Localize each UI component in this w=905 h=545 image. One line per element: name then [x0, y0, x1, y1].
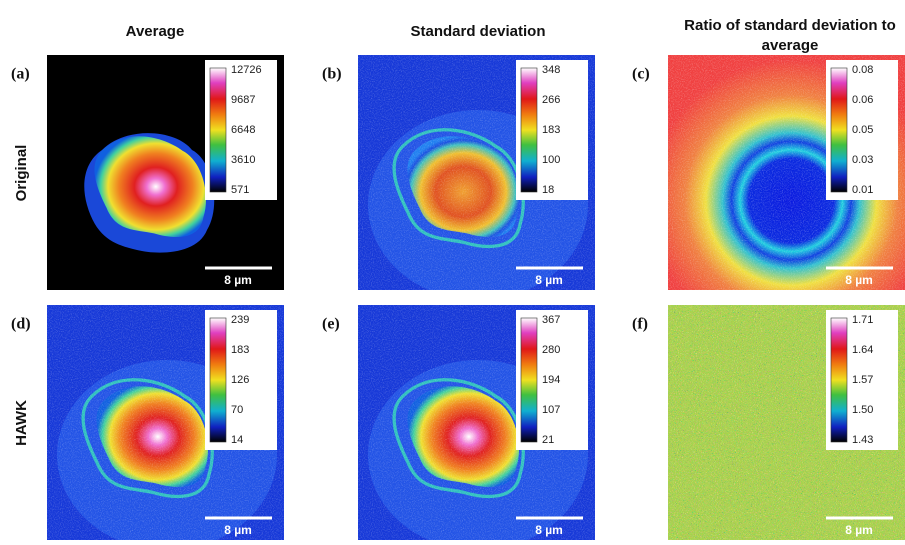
- panel-image: 1.71 1.64 1.57 1.50 1.43 8 µm: [668, 305, 905, 540]
- scale-bar-label: 8 µm: [845, 273, 873, 287]
- column-title: average: [762, 37, 819, 54]
- row-label: Original: [13, 145, 30, 202]
- colorbar-label: 348: [542, 64, 560, 76]
- colorbar-label: 107: [542, 404, 560, 416]
- colorbar-label: 1.71: [852, 314, 873, 326]
- colorbar-label: 266: [542, 94, 560, 106]
- panel-label: (b): [322, 66, 342, 83]
- column-title: Ratio of standard deviation to: [684, 17, 896, 34]
- scale-bar-label: 8 µm: [845, 523, 873, 537]
- scale-bar-label: 8 µm: [224, 523, 252, 537]
- panel-label: (d): [11, 316, 31, 333]
- colorbar-label: 1.50: [852, 404, 873, 416]
- scale-bar-label: 8 µm: [535, 523, 563, 537]
- panel-label: (a): [11, 66, 30, 83]
- colorbar-label: 0.01: [852, 184, 873, 196]
- colorbar-label: 12726: [231, 64, 262, 76]
- image: [358, 305, 595, 540]
- panel-image: 12726 9687 6648 3610 571 8 µm: [47, 55, 284, 290]
- colorbar: [209, 317, 227, 443]
- panel-label: (c): [632, 66, 650, 83]
- colorbar-label: 0.06: [852, 94, 873, 106]
- column-title: Standard deviation: [410, 23, 545, 40]
- colorbar: [520, 317, 538, 443]
- colorbar: [830, 67, 848, 193]
- colorbar-label: 14: [231, 434, 243, 446]
- colorbar: [830, 317, 848, 443]
- panel-image: 367 280 194 107 21 8 µm: [358, 305, 595, 540]
- colorbar-label: 367: [542, 314, 560, 326]
- panel-image: 348 266 183 100 18 8 µm: [358, 55, 595, 290]
- panel-image: 239 183 126 70 14 8 µm: [47, 305, 284, 540]
- colorbar-label: 100: [542, 154, 560, 166]
- colorbar-label: 183: [231, 344, 249, 356]
- colorbar-label: 18: [542, 184, 554, 196]
- scale-bar-label: 8 µm: [224, 273, 252, 287]
- colorbar-label: 571: [231, 184, 249, 196]
- cell: [94, 136, 207, 238]
- colorbar-label: 0.08: [852, 64, 873, 76]
- colorbar-label: 0.05: [852, 124, 873, 136]
- colorbar-label: 194: [542, 374, 560, 386]
- colorbar-label: 21: [542, 434, 554, 446]
- colorbar-label: 126: [231, 374, 249, 386]
- colorbar-label: 1.57: [852, 374, 873, 386]
- colorbar-label: 239: [231, 314, 249, 326]
- panel-label: (f): [632, 316, 648, 333]
- column-title: Average: [126, 23, 185, 40]
- colorbar-label: 3610: [231, 154, 255, 166]
- colorbar-label: 1.64: [852, 344, 873, 356]
- colorbar-label: 0.03: [852, 154, 873, 166]
- colorbar-label: 183: [542, 124, 560, 136]
- row-label: HAWK: [13, 400, 30, 446]
- colorbar: [209, 67, 227, 193]
- panel-image: 0.08 0.06 0.05 0.03 0.01 8 µm: [668, 55, 905, 290]
- scale-bar-label: 8 µm: [535, 273, 563, 287]
- panel-label: (e): [322, 316, 340, 333]
- colorbar-label: 9687: [231, 94, 255, 106]
- colorbar-label: 280: [542, 344, 560, 356]
- colorbar-label: 6648: [231, 124, 255, 136]
- colorbar-label: 1.43: [852, 434, 873, 446]
- colorbar: [520, 67, 538, 193]
- colorbar-label: 70: [231, 404, 243, 416]
